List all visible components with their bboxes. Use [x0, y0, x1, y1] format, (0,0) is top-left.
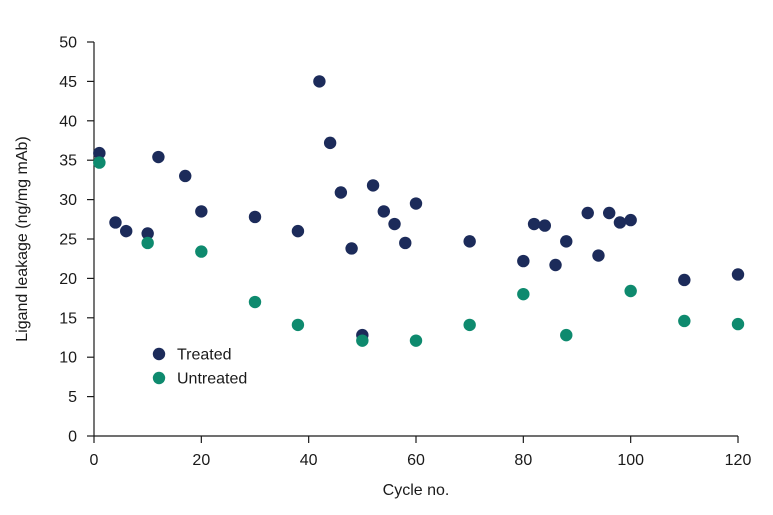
data-point-treated: [334, 186, 348, 199]
y-tick-label: 50: [59, 35, 77, 52]
y-tick-label: 45: [59, 74, 77, 91]
data-point-treated: [248, 210, 262, 224]
x-tick-label: 120: [725, 452, 752, 469]
x-axis: 0 20 40 60 80 100 120: [90, 435, 752, 469]
legend: Treated Untreated: [152, 347, 247, 388]
data-point-treated: [592, 249, 605, 262]
series-untreated: [93, 156, 745, 347]
data-point-treated: [731, 268, 745, 281]
y-tick-label: 10: [59, 350, 77, 367]
data-point-treated: [613, 216, 627, 229]
y-tick-label: 40: [59, 113, 77, 130]
data-point-untreated: [195, 245, 208, 258]
data-point-untreated: [248, 295, 262, 309]
data-point-treated: [549, 258, 562, 272]
y-tick-label: 35: [59, 153, 77, 170]
data-point-treated: [538, 219, 551, 232]
data-point-untreated: [409, 334, 423, 347]
data-point-treated: [291, 224, 305, 238]
data-point-treated: [141, 227, 154, 240]
data-point-untreated: [560, 328, 573, 342]
data-point-treated: [560, 235, 573, 248]
data-point-untreated: [93, 156, 106, 169]
x-tick-label: 40: [300, 452, 318, 469]
legend-marker: [152, 347, 166, 361]
y-tick-label: 5: [68, 389, 77, 406]
y-tick-label: 25: [59, 232, 77, 249]
data-point-treated: [603, 206, 616, 220]
data-point-treated: [463, 235, 476, 248]
data-point-untreated: [624, 284, 637, 298]
data-point-treated: [323, 136, 337, 150]
data-point-untreated: [678, 314, 691, 328]
data-point-treated: [313, 75, 326, 88]
series-treated: [93, 75, 745, 342]
y-tick-label: 15: [59, 310, 77, 327]
data-point-treated: [152, 150, 165, 164]
x-tick-label: 60: [407, 452, 425, 469]
data-point-untreated: [291, 318, 305, 332]
data-point-treated: [624, 213, 637, 227]
y-axis: 0 5 10 15 20 25 30 35 40 45 50: [59, 35, 95, 446]
data-point-treated: [345, 242, 358, 255]
data-points: [93, 75, 745, 347]
data-point-untreated: [731, 317, 745, 331]
x-tick-label: 80: [514, 452, 532, 469]
x-axis-title: Cycle no.: [383, 482, 450, 499]
y-tick-label: 0: [68, 429, 77, 446]
legend-marker: [152, 371, 166, 385]
x-tick-label: 0: [90, 452, 99, 469]
data-point-treated: [109, 216, 122, 229]
legend-label: Untreated: [177, 371, 247, 388]
data-point-untreated: [356, 334, 369, 347]
data-point-treated: [377, 205, 390, 218]
data-point-treated: [527, 217, 541, 231]
data-point-treated: [195, 205, 208, 218]
y-tick-label: 30: [59, 192, 77, 209]
x-tick-label: 100: [617, 452, 644, 469]
data-point-treated: [678, 273, 691, 287]
y-axis-title: Ligand leakage (ng/mg mAb): [14, 136, 31, 341]
data-point-treated: [399, 236, 412, 250]
data-point-untreated: [463, 318, 476, 332]
data-point-treated: [517, 254, 530, 268]
data-point-treated: [388, 217, 401, 231]
data-point-untreated: [517, 287, 530, 301]
data-point-treated: [409, 197, 423, 210]
data-point-treated: [120, 224, 133, 238]
x-tick-label: 20: [192, 452, 210, 469]
legend-label: Treated: [177, 347, 232, 364]
data-point-treated: [179, 169, 192, 183]
data-point-treated: [581, 206, 594, 220]
data-point-treated: [366, 179, 380, 192]
y-tick-label: 20: [59, 271, 77, 288]
data-point-treated: [93, 146, 106, 160]
data-point-untreated: [141, 236, 154, 250]
